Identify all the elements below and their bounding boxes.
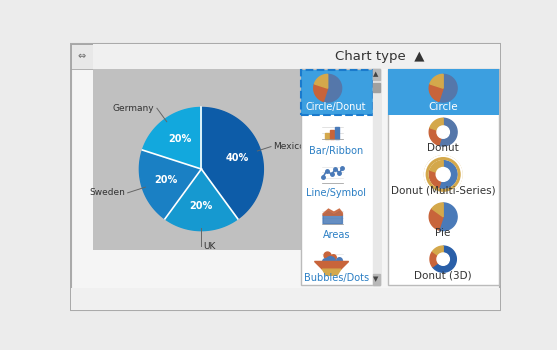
Bar — [373, 83, 380, 92]
Text: Bar/Ribbon: Bar/Ribbon — [309, 146, 363, 155]
Bar — [373, 69, 380, 285]
Text: Donut: Donut — [427, 143, 459, 153]
Text: ⇔: ⇔ — [78, 51, 86, 61]
Polygon shape — [324, 74, 341, 102]
Text: Circle: Circle — [428, 103, 458, 112]
Text: Circle/Donut: Circle/Donut — [306, 103, 367, 112]
Polygon shape — [429, 84, 443, 102]
Bar — [301, 69, 380, 285]
Text: Bubbles/Dots: Bubbles/Dots — [304, 273, 369, 282]
Text: Areas: Areas — [323, 230, 350, 240]
Text: Line/Symbol: Line/Symbol — [306, 188, 366, 198]
Text: ▼: ▼ — [373, 276, 379, 282]
Polygon shape — [430, 74, 443, 88]
Bar — [388, 69, 499, 285]
Bar — [93, 69, 302, 250]
Circle shape — [436, 168, 450, 181]
Text: Sweden: Sweden — [90, 188, 125, 197]
Bar — [93, 43, 500, 69]
Polygon shape — [429, 128, 443, 145]
Polygon shape — [323, 211, 343, 224]
Polygon shape — [165, 169, 238, 231]
Text: ▲: ▲ — [373, 71, 379, 77]
Polygon shape — [139, 150, 202, 219]
Polygon shape — [314, 84, 328, 102]
Bar — [330, 130, 334, 139]
Polygon shape — [433, 246, 443, 259]
Polygon shape — [432, 203, 443, 217]
Text: Donut (3D): Donut (3D) — [414, 270, 472, 280]
Text: 40%: 40% — [225, 153, 248, 163]
Circle shape — [437, 126, 449, 138]
Polygon shape — [439, 74, 457, 102]
Bar — [71, 288, 500, 310]
Polygon shape — [430, 161, 443, 174]
Polygon shape — [439, 161, 457, 188]
Polygon shape — [315, 74, 328, 88]
Text: Mexico: Mexico — [273, 142, 305, 151]
Text: Chart type  ▲: Chart type ▲ — [335, 50, 424, 63]
Text: UK: UK — [204, 241, 216, 251]
Polygon shape — [439, 203, 457, 231]
Bar — [373, 69, 380, 80]
Polygon shape — [429, 170, 443, 188]
Bar — [373, 274, 380, 285]
Bar — [71, 43, 93, 69]
Polygon shape — [323, 209, 343, 215]
Polygon shape — [429, 209, 443, 230]
Bar — [335, 127, 339, 139]
Polygon shape — [430, 118, 443, 132]
Text: 20%: 20% — [154, 175, 178, 186]
Polygon shape — [315, 261, 349, 269]
Polygon shape — [202, 107, 263, 219]
Circle shape — [437, 253, 449, 265]
Polygon shape — [143, 107, 202, 169]
Polygon shape — [430, 251, 443, 267]
Text: 20%: 20% — [190, 201, 213, 211]
Polygon shape — [323, 269, 341, 275]
Bar — [388, 69, 499, 115]
Text: Germany: Germany — [113, 104, 155, 113]
Polygon shape — [439, 118, 457, 146]
Polygon shape — [433, 246, 456, 272]
Text: 20%: 20% — [168, 134, 191, 144]
Text: Donut (Multi-Series): Donut (Multi-Series) — [391, 186, 496, 196]
Bar — [301, 70, 373, 115]
Text: Pie: Pie — [436, 228, 451, 238]
Bar — [325, 133, 329, 139]
